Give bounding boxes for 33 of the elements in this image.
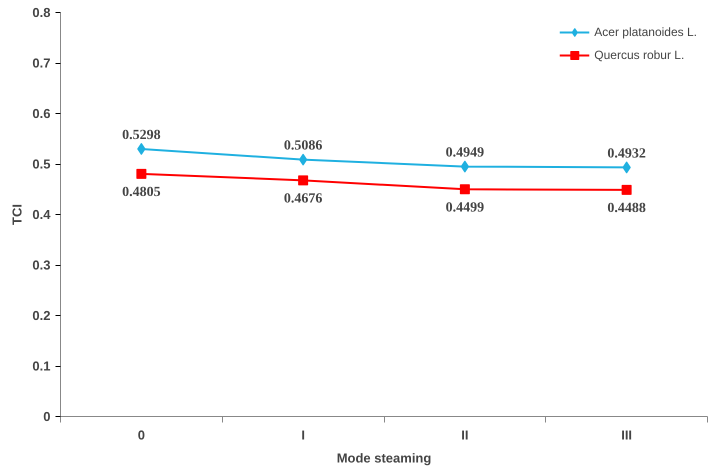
x-tick-label: 0	[138, 428, 145, 442]
data-label: 0.5298	[122, 128, 161, 143]
y-tick-label: 0.2	[32, 308, 51, 323]
y-tick-label: 0.7	[32, 56, 51, 70]
y-axis-title: TCI	[9, 204, 24, 225]
point	[622, 184, 632, 195]
x-tick-label: I	[301, 428, 305, 442]
point	[460, 160, 470, 173]
data-label: 0.4805	[122, 184, 161, 200]
y-tick-label: 0.5	[32, 156, 51, 172]
y-tick-label: 0.1	[32, 358, 51, 374]
x-axis-title: Mode steaming	[336, 450, 432, 466]
legend-label: Acer platanoides L.	[594, 25, 697, 39]
point	[460, 184, 470, 194]
point	[137, 142, 146, 155]
data-label: 0.4932	[607, 146, 646, 162]
data-label: 0.4488	[607, 200, 646, 216]
point	[622, 161, 631, 174]
data-label: 0.5086	[284, 138, 322, 154]
point	[298, 154, 308, 166]
data-label: 0.4676	[284, 191, 322, 206]
x-tick-label: II	[461, 428, 468, 442]
y-tick-label: 0	[43, 409, 51, 424]
legend-label: Quercus robur L.	[594, 48, 684, 62]
point	[298, 175, 308, 186]
y-tick-label: 0.6	[32, 106, 51, 121]
x-tick-label: III	[621, 428, 632, 442]
data-label: 0.4499	[446, 200, 484, 216]
data-label: 0.4949	[446, 146, 484, 161]
y-tick-label: 0.4	[32, 207, 52, 222]
y-tick-label: 0.3	[32, 258, 51, 272]
y-tick-label: 0.8	[32, 5, 51, 20]
point	[136, 168, 146, 179]
